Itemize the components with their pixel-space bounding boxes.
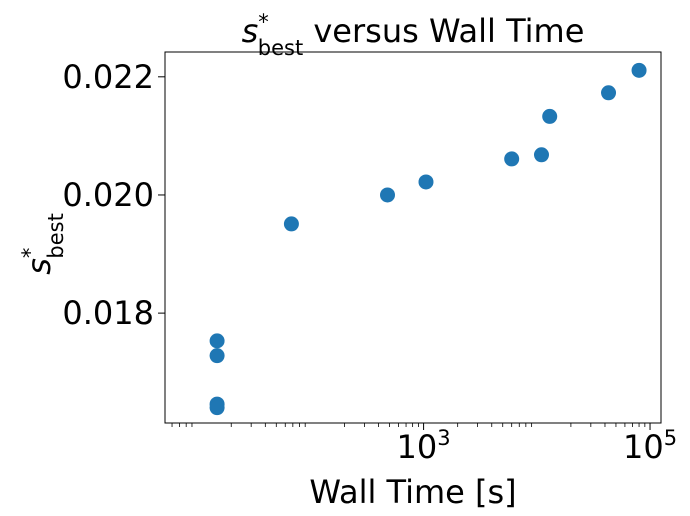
data-point xyxy=(209,348,225,364)
data-point xyxy=(631,62,647,78)
data-point xyxy=(533,147,549,163)
x-axis-label: Wall Time [s] xyxy=(309,473,516,511)
data-point xyxy=(504,151,520,167)
data-point xyxy=(283,216,299,232)
plot-frame xyxy=(164,51,662,424)
data-point xyxy=(380,187,396,203)
data-points xyxy=(209,62,647,416)
data-point xyxy=(601,85,617,101)
axis-ticks: 0.018 0.020 0.022 103 105 xyxy=(62,58,677,466)
chart-title: s* best versus Wall Time xyxy=(242,10,585,60)
data-point xyxy=(542,108,558,124)
data-point xyxy=(209,333,225,349)
y-tick-label: 0.022 xyxy=(62,58,154,96)
y-tick-label: 0.018 xyxy=(62,294,154,332)
y-axis-label: s*best xyxy=(18,213,68,275)
x-tick-label: 103 xyxy=(397,426,451,466)
data-point xyxy=(418,174,434,190)
x-tick-label: 105 xyxy=(623,426,677,466)
data-point xyxy=(209,400,225,416)
y-tick-label: 0.020 xyxy=(62,176,154,214)
